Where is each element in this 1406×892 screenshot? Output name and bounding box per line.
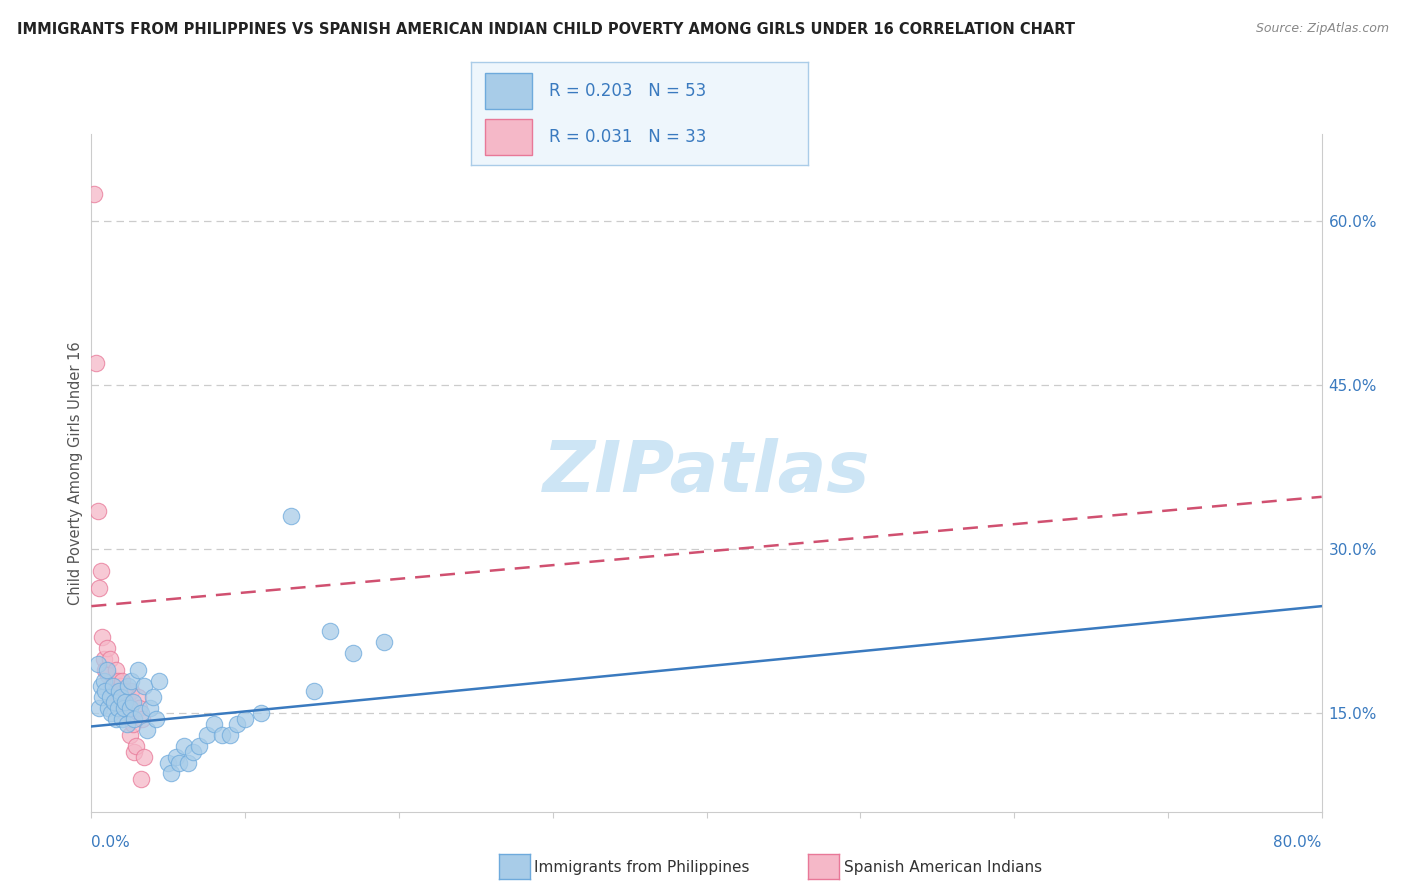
Point: [211, 728, 233, 742]
Text: Source: ZipAtlas.com: Source: ZipAtlas.com: [1256, 22, 1389, 36]
Point: [86, 504, 108, 518]
Point: [94, 684, 117, 698]
Point: [107, 701, 129, 715]
Text: R = 0.031   N = 33: R = 0.031 N = 33: [548, 128, 706, 145]
Point: [110, 679, 132, 693]
Text: R = 0.203   N = 53: R = 0.203 N = 53: [548, 82, 706, 100]
Point: [280, 509, 302, 524]
Point: [132, 679, 155, 693]
Point: [96, 663, 118, 677]
Point: [111, 673, 134, 688]
Point: [97, 701, 120, 715]
Point: [100, 679, 122, 693]
Point: [112, 684, 135, 698]
Text: IMMIGRANTS FROM PHILIPPINES VS SPANISH AMERICAN INDIAN CHILD POVERTY AMONG GIRLS: IMMIGRANTS FROM PHILIPPINES VS SPANISH A…: [17, 22, 1074, 37]
Point: [118, 701, 141, 715]
Point: [128, 701, 150, 715]
Point: [98, 690, 121, 704]
Point: [107, 673, 129, 688]
Point: [114, 706, 136, 721]
Y-axis label: Child Poverty Among Girls Under 16: Child Poverty Among Girls Under 16: [67, 341, 83, 605]
Point: [129, 772, 152, 786]
Point: [93, 651, 115, 665]
Point: [111, 712, 134, 726]
Point: [157, 756, 180, 770]
Point: [195, 728, 218, 742]
Text: ZIPatlas: ZIPatlas: [543, 438, 870, 508]
Point: [181, 745, 204, 759]
Point: [91, 630, 114, 644]
Point: [135, 723, 157, 737]
Point: [91, 690, 114, 704]
Point: [117, 701, 139, 715]
Point: [97, 668, 120, 682]
FancyBboxPatch shape: [485, 73, 531, 109]
Point: [120, 684, 142, 698]
Point: [108, 684, 131, 698]
Point: [226, 717, 249, 731]
Point: [145, 712, 167, 726]
Text: 0.0%: 0.0%: [91, 836, 131, 850]
Point: [122, 717, 145, 731]
Point: [118, 728, 141, 742]
Point: [202, 717, 225, 731]
Point: [173, 739, 195, 753]
Point: [101, 679, 124, 693]
Point: [131, 712, 153, 726]
Point: [124, 712, 146, 726]
Point: [148, 673, 170, 688]
Point: [93, 673, 115, 688]
Point: [112, 701, 135, 715]
Point: [103, 695, 125, 709]
Point: [100, 706, 122, 721]
Point: [87, 581, 110, 595]
Point: [177, 756, 200, 770]
Point: [373, 635, 395, 649]
Point: [188, 739, 211, 753]
Point: [249, 706, 271, 721]
Point: [132, 750, 155, 764]
Point: [94, 663, 117, 677]
Point: [115, 717, 138, 731]
Point: [87, 701, 110, 715]
Point: [304, 684, 326, 698]
Point: [84, 356, 107, 370]
Point: [120, 673, 142, 688]
Text: Spanish American Indians: Spanish American Indians: [844, 860, 1042, 874]
Point: [105, 712, 127, 726]
Point: [139, 701, 162, 715]
Point: [115, 690, 138, 704]
Point: [129, 706, 152, 721]
Point: [218, 728, 240, 742]
Point: [233, 712, 256, 726]
Point: [108, 690, 131, 704]
Point: [127, 663, 149, 677]
Point: [90, 679, 112, 693]
Point: [124, 745, 146, 759]
Point: [98, 651, 121, 665]
Point: [110, 690, 132, 704]
Text: 80.0%: 80.0%: [1274, 836, 1322, 850]
Point: [127, 690, 149, 704]
Point: [342, 646, 364, 660]
Point: [125, 739, 148, 753]
Point: [142, 690, 165, 704]
Point: [101, 679, 124, 693]
FancyBboxPatch shape: [485, 119, 531, 155]
Point: [122, 695, 145, 709]
Text: Immigrants from Philippines: Immigrants from Philippines: [534, 860, 749, 874]
Point: [117, 679, 139, 693]
Point: [165, 750, 187, 764]
Point: [90, 564, 112, 578]
Point: [83, 186, 105, 201]
Point: [103, 695, 125, 709]
Point: [96, 640, 118, 655]
Point: [86, 657, 108, 672]
Point: [319, 624, 342, 639]
Point: [167, 756, 190, 770]
Point: [105, 663, 127, 677]
Point: [160, 766, 183, 780]
Point: [114, 695, 136, 709]
